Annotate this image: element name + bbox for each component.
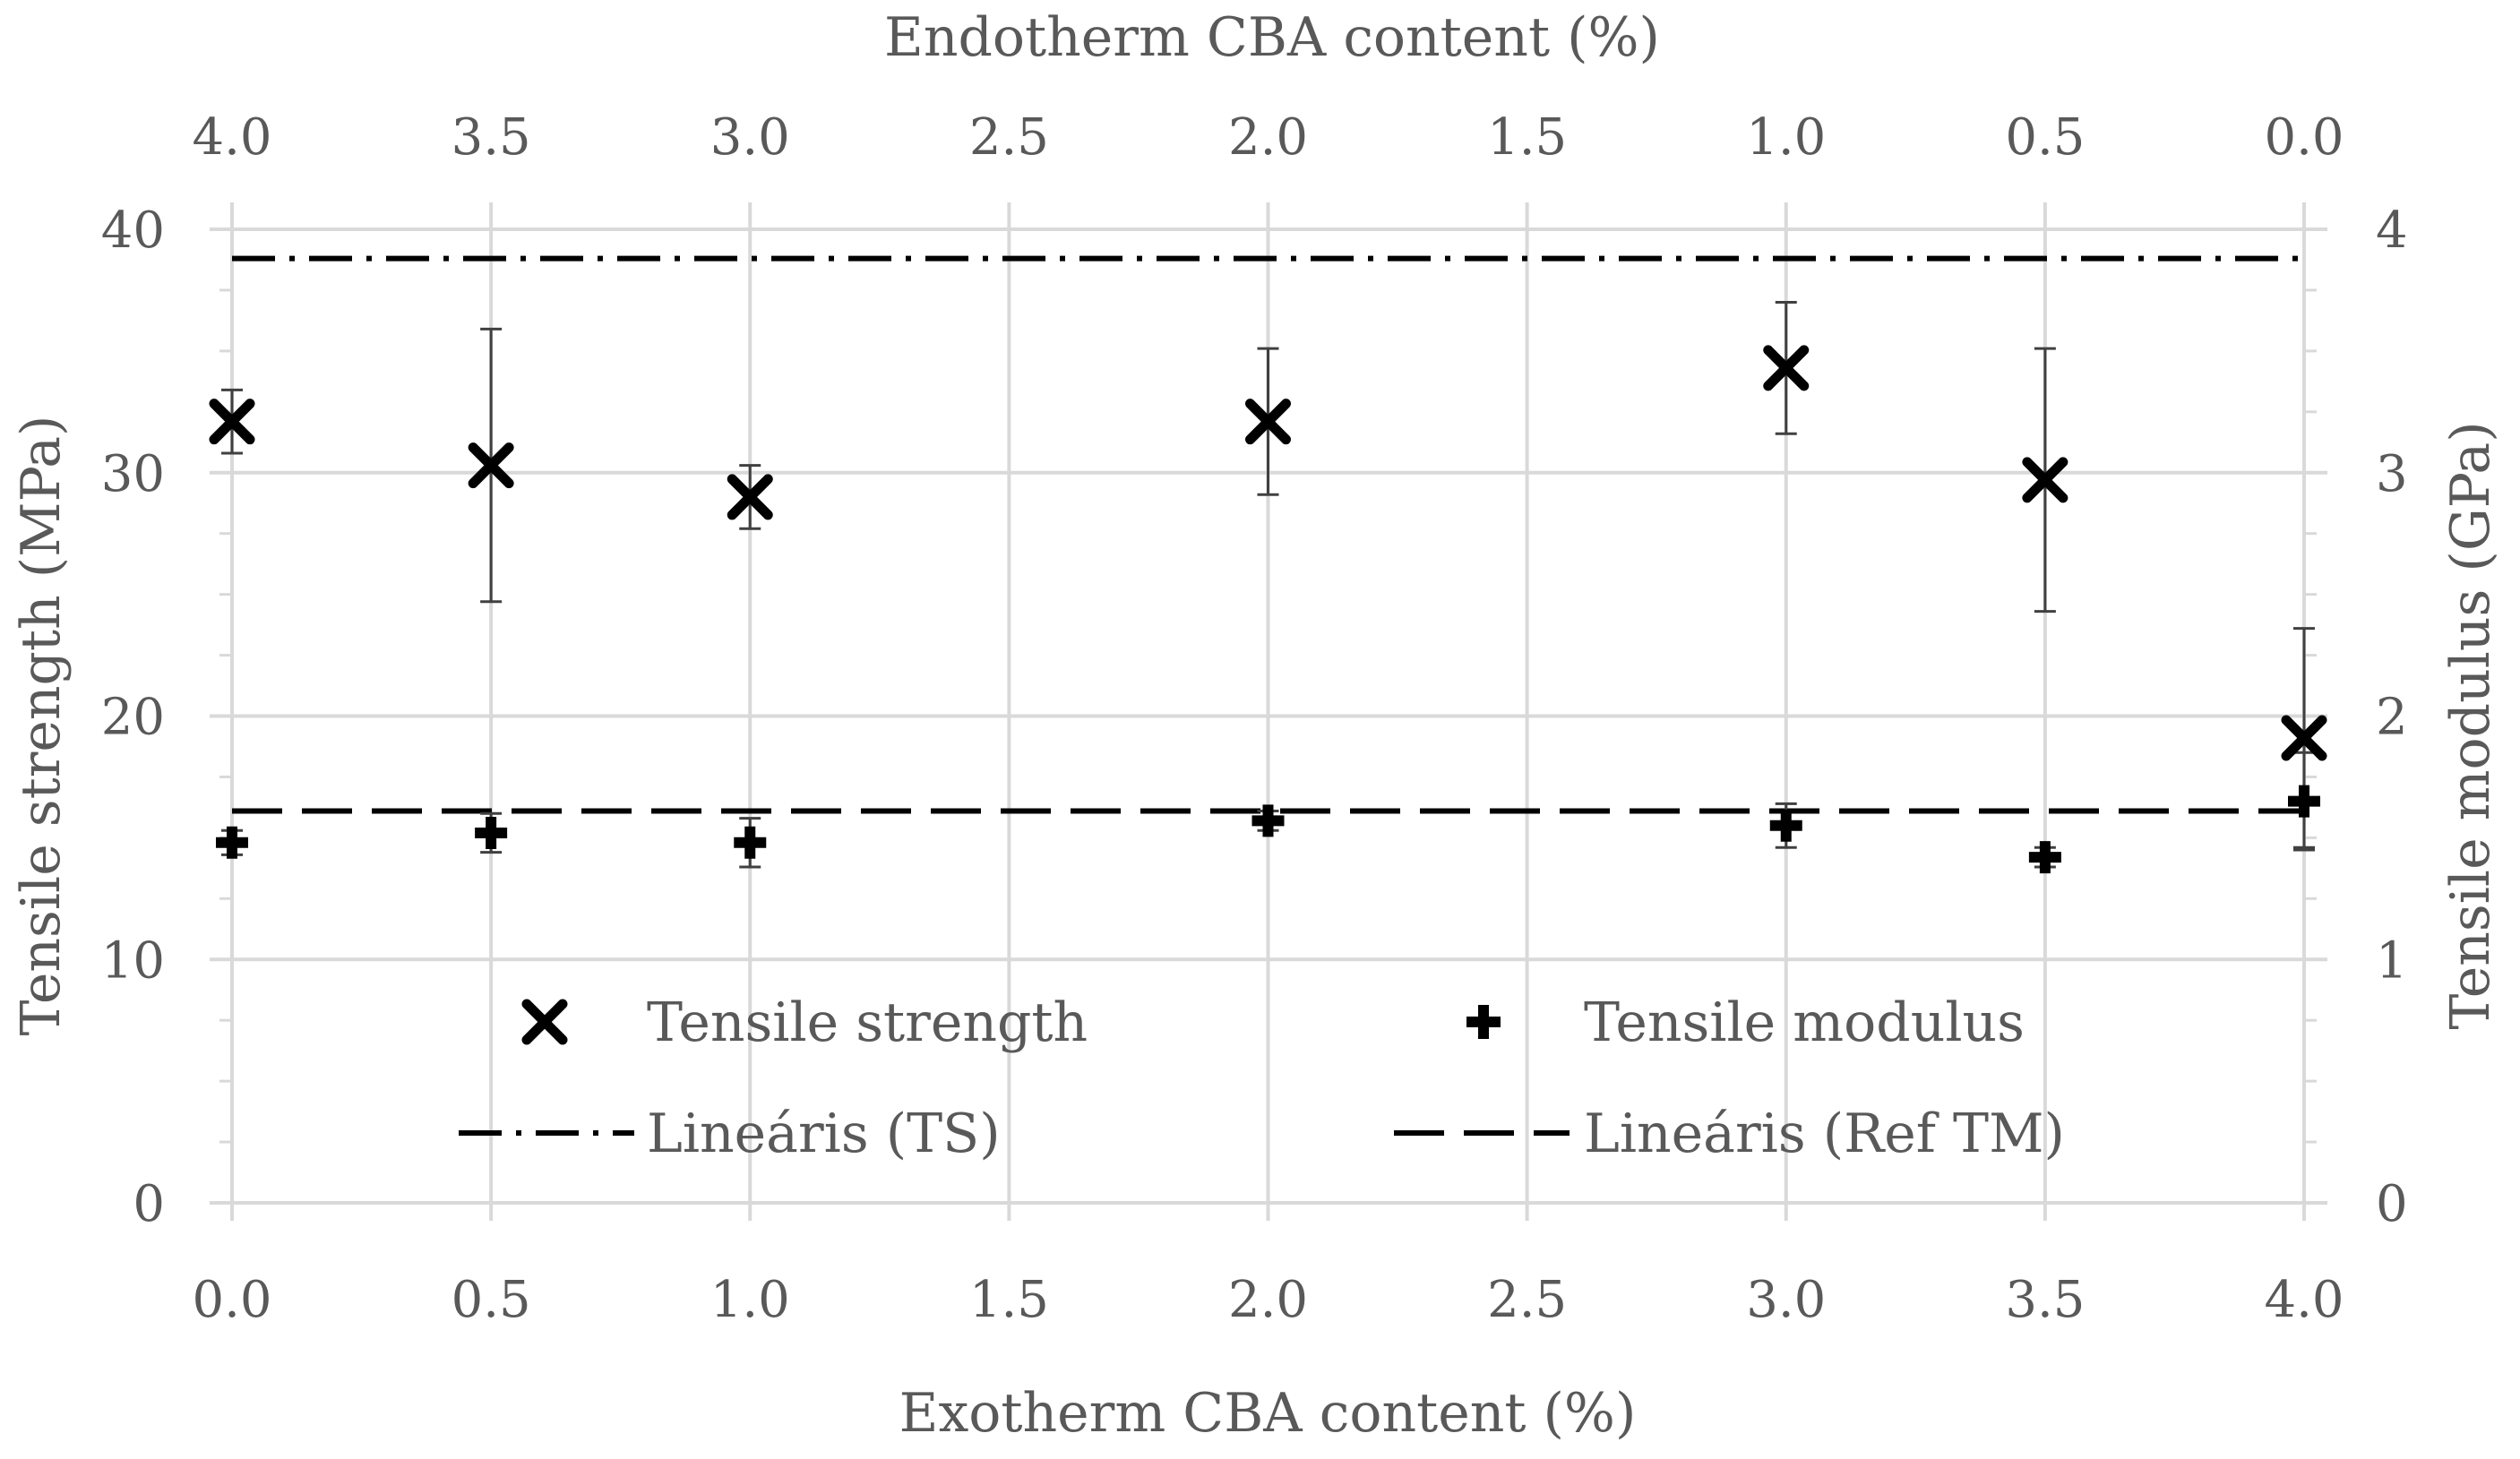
- bottom-tick-label: 2.0: [1228, 1271, 1308, 1329]
- top-tick-label: 4.0: [192, 108, 271, 167]
- left-tick-label: 40: [101, 202, 165, 260]
- marker-stroke: [2022, 457, 2068, 503]
- legend-label-linear-ref-tm: Lineáris (Ref TM): [1584, 1103, 2065, 1165]
- tensile-modulus-point: [1251, 804, 1285, 837]
- right-tick-label: 2: [2376, 689, 2408, 747]
- top-tick-label: 1.0: [1746, 108, 1826, 167]
- top-tick-label: 3.0: [710, 108, 790, 167]
- tensile-modulus-point: [1769, 809, 1802, 842]
- bottom-tick-label: 4.0: [2264, 1271, 2344, 1329]
- marker-stroke: [1245, 399, 1291, 445]
- bottom-tick-label: 3.5: [2005, 1271, 2085, 1329]
- legend-item-tensile-strength: Tensile strength: [521, 991, 1088, 1054]
- bottom-tick-label: 0.0: [192, 1271, 271, 1329]
- right-tick-label: 3: [2376, 445, 2408, 503]
- legend-item-tensile-modulus: Tensile modulus: [1466, 991, 2025, 1054]
- left-tick-label: 20: [101, 689, 165, 747]
- marker-stroke: [2281, 715, 2327, 761]
- tensile-modulus-point: [2288, 785, 2320, 818]
- left-axis-title: Tensile strength (MPa): [10, 416, 73, 1036]
- right-tick-label: 1: [2376, 931, 2408, 990]
- marker-stroke: [727, 474, 773, 520]
- bottom-tick-label: 1.5: [969, 1271, 1049, 1329]
- tensile-strength-point: [1245, 399, 1291, 445]
- left-tick-label: 10: [101, 931, 165, 990]
- right-tick-label: 4: [2376, 202, 2408, 260]
- data-markers: [209, 345, 2327, 874]
- tensile-modulus-point: [216, 826, 248, 859]
- tensile-strength-point: [2022, 457, 2068, 503]
- tensile-strength-point: [209, 399, 255, 445]
- tick-labels: 0.0 0.5 1.0 1.5 2.0 2.5 3.0 3.5 4.0 4.0 3.5 3.0 2.5 2…: [101, 108, 2408, 1329]
- left-tick-label: 30: [101, 445, 165, 503]
- top-tick-label: 2.5: [969, 108, 1049, 167]
- bottom-tick-label: 1.0: [710, 1271, 790, 1329]
- tensile-strength-point: [1763, 345, 1810, 391]
- bottom-axis-title: Exotherm CBA content (%): [899, 1382, 1637, 1445]
- top-tick-label: 0.5: [2005, 108, 2085, 167]
- right-tick-label: 0: [2376, 1175, 2408, 1233]
- bottom-tick-label: 0.5: [452, 1271, 531, 1329]
- tensile-strength-point: [727, 474, 773, 520]
- top-axis-title: Endotherm CBA content (%): [884, 6, 1660, 69]
- legend-label-tensile-modulus: Tensile modulus: [1584, 991, 2025, 1054]
- marker-stroke: [1763, 345, 1810, 391]
- top-tick-label: 0.0: [2264, 108, 2344, 167]
- right-axis-title: Tensile modulus (GPa): [2439, 421, 2502, 1029]
- legend: Tensile strength Tensile modulus Lineári…: [459, 991, 2065, 1165]
- reference-lines: [232, 255, 2304, 814]
- legend-plus-marker-icon: [1466, 1005, 1501, 1039]
- legend-label-linear-ts: Lineáris (TS): [647, 1103, 1001, 1165]
- tensile-strength-point: [468, 442, 514, 489]
- marker-stroke: [468, 442, 514, 489]
- legend-label-tensile-strength: Tensile strength: [647, 991, 1088, 1054]
- left-tick-label: 0: [133, 1175, 165, 1233]
- tensile-strength-point: [2281, 715, 2327, 761]
- top-tick-label: 3.5: [452, 108, 531, 167]
- legend-item-linear-ts: Lineáris (TS): [459, 1103, 1001, 1165]
- legend-x-marker-icon: [521, 999, 568, 1045]
- top-tick-label: 1.5: [1487, 108, 1567, 167]
- tensile-modulus-point: [2028, 841, 2061, 874]
- tensile-modulus-point: [734, 826, 767, 859]
- bottom-tick-label: 2.5: [1487, 1271, 1567, 1329]
- top-tick-label: 2.0: [1228, 108, 1308, 167]
- legend-item-linear-ref-tm: Lineáris (Ref TM): [1394, 1103, 2065, 1165]
- bottom-tick-label: 3.0: [1746, 1271, 1826, 1329]
- marker-stroke: [209, 399, 255, 445]
- tensile-modulus-point: [475, 816, 508, 849]
